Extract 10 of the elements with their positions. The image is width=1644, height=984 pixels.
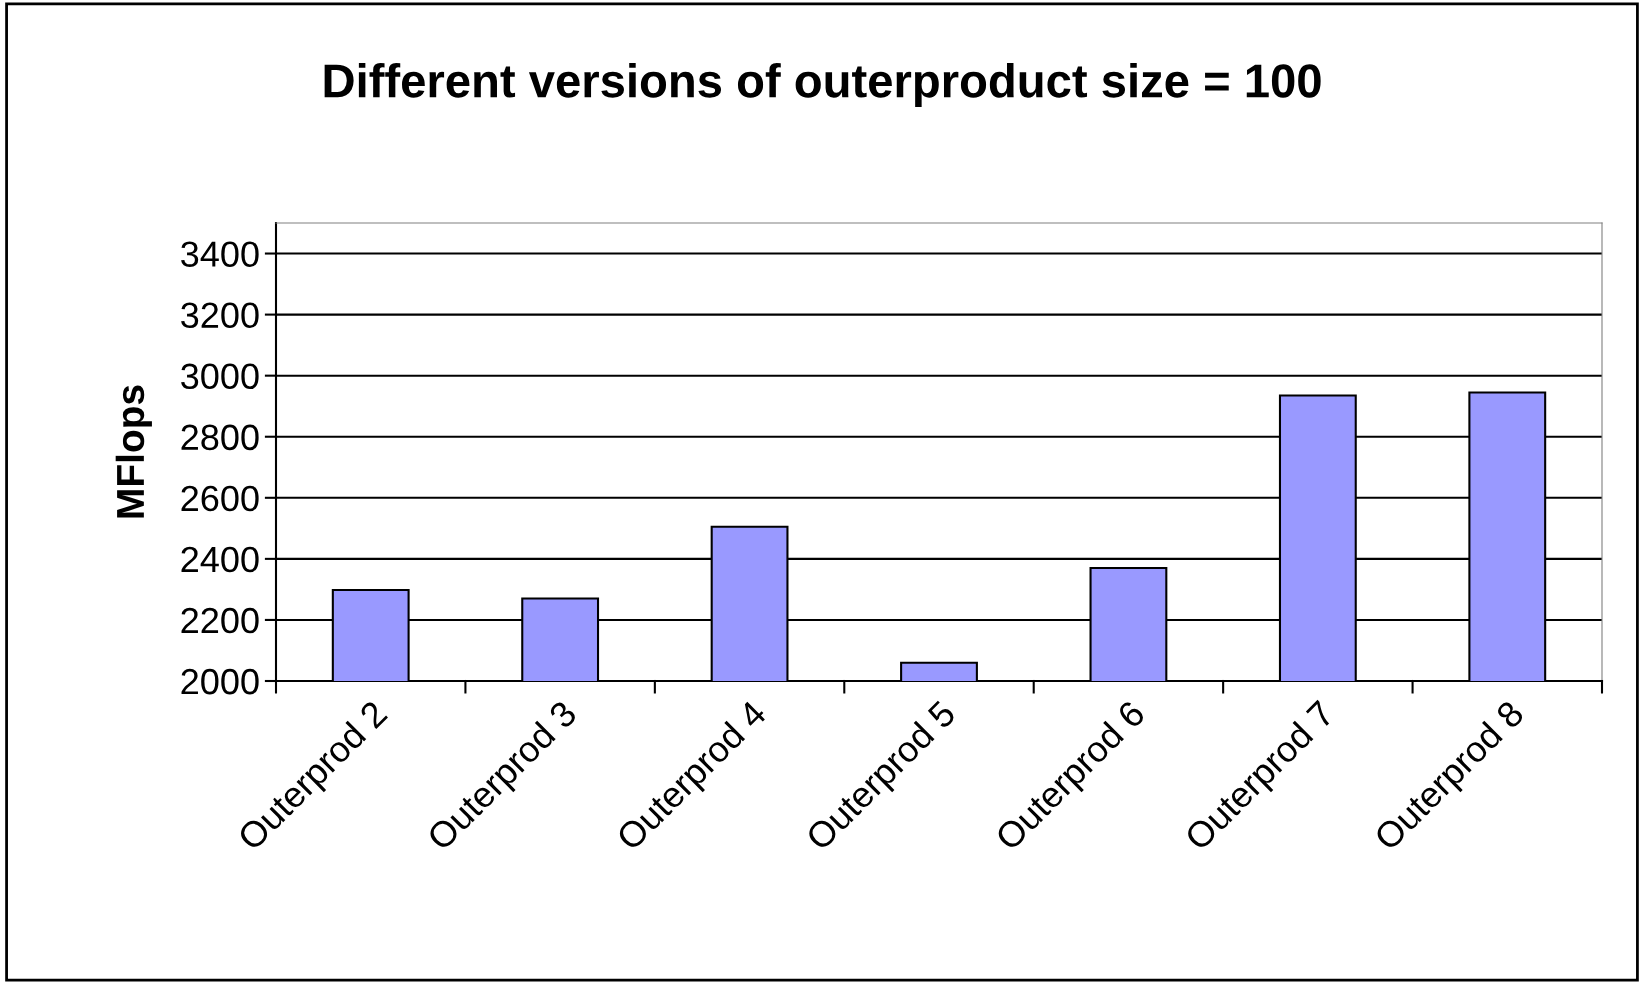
y-axis-title: MFlops bbox=[115, 385, 152, 518]
y-tick-label: 3400 bbox=[181, 241, 259, 267]
y-tick-label: 2200 bbox=[181, 607, 259, 634]
y-tick-label: 2800 bbox=[181, 424, 259, 451]
chart-title: Different versions of outerproduct size = 100 bbox=[324, 62, 1321, 108]
y-tick-label: 2400 bbox=[181, 546, 259, 573]
y-tick-label: 3000 bbox=[181, 363, 259, 390]
y-tick-label: 2600 bbox=[181, 485, 259, 512]
y-tick-label: 2000 bbox=[181, 668, 259, 695]
y-tick-label: 3200 bbox=[181, 302, 259, 329]
